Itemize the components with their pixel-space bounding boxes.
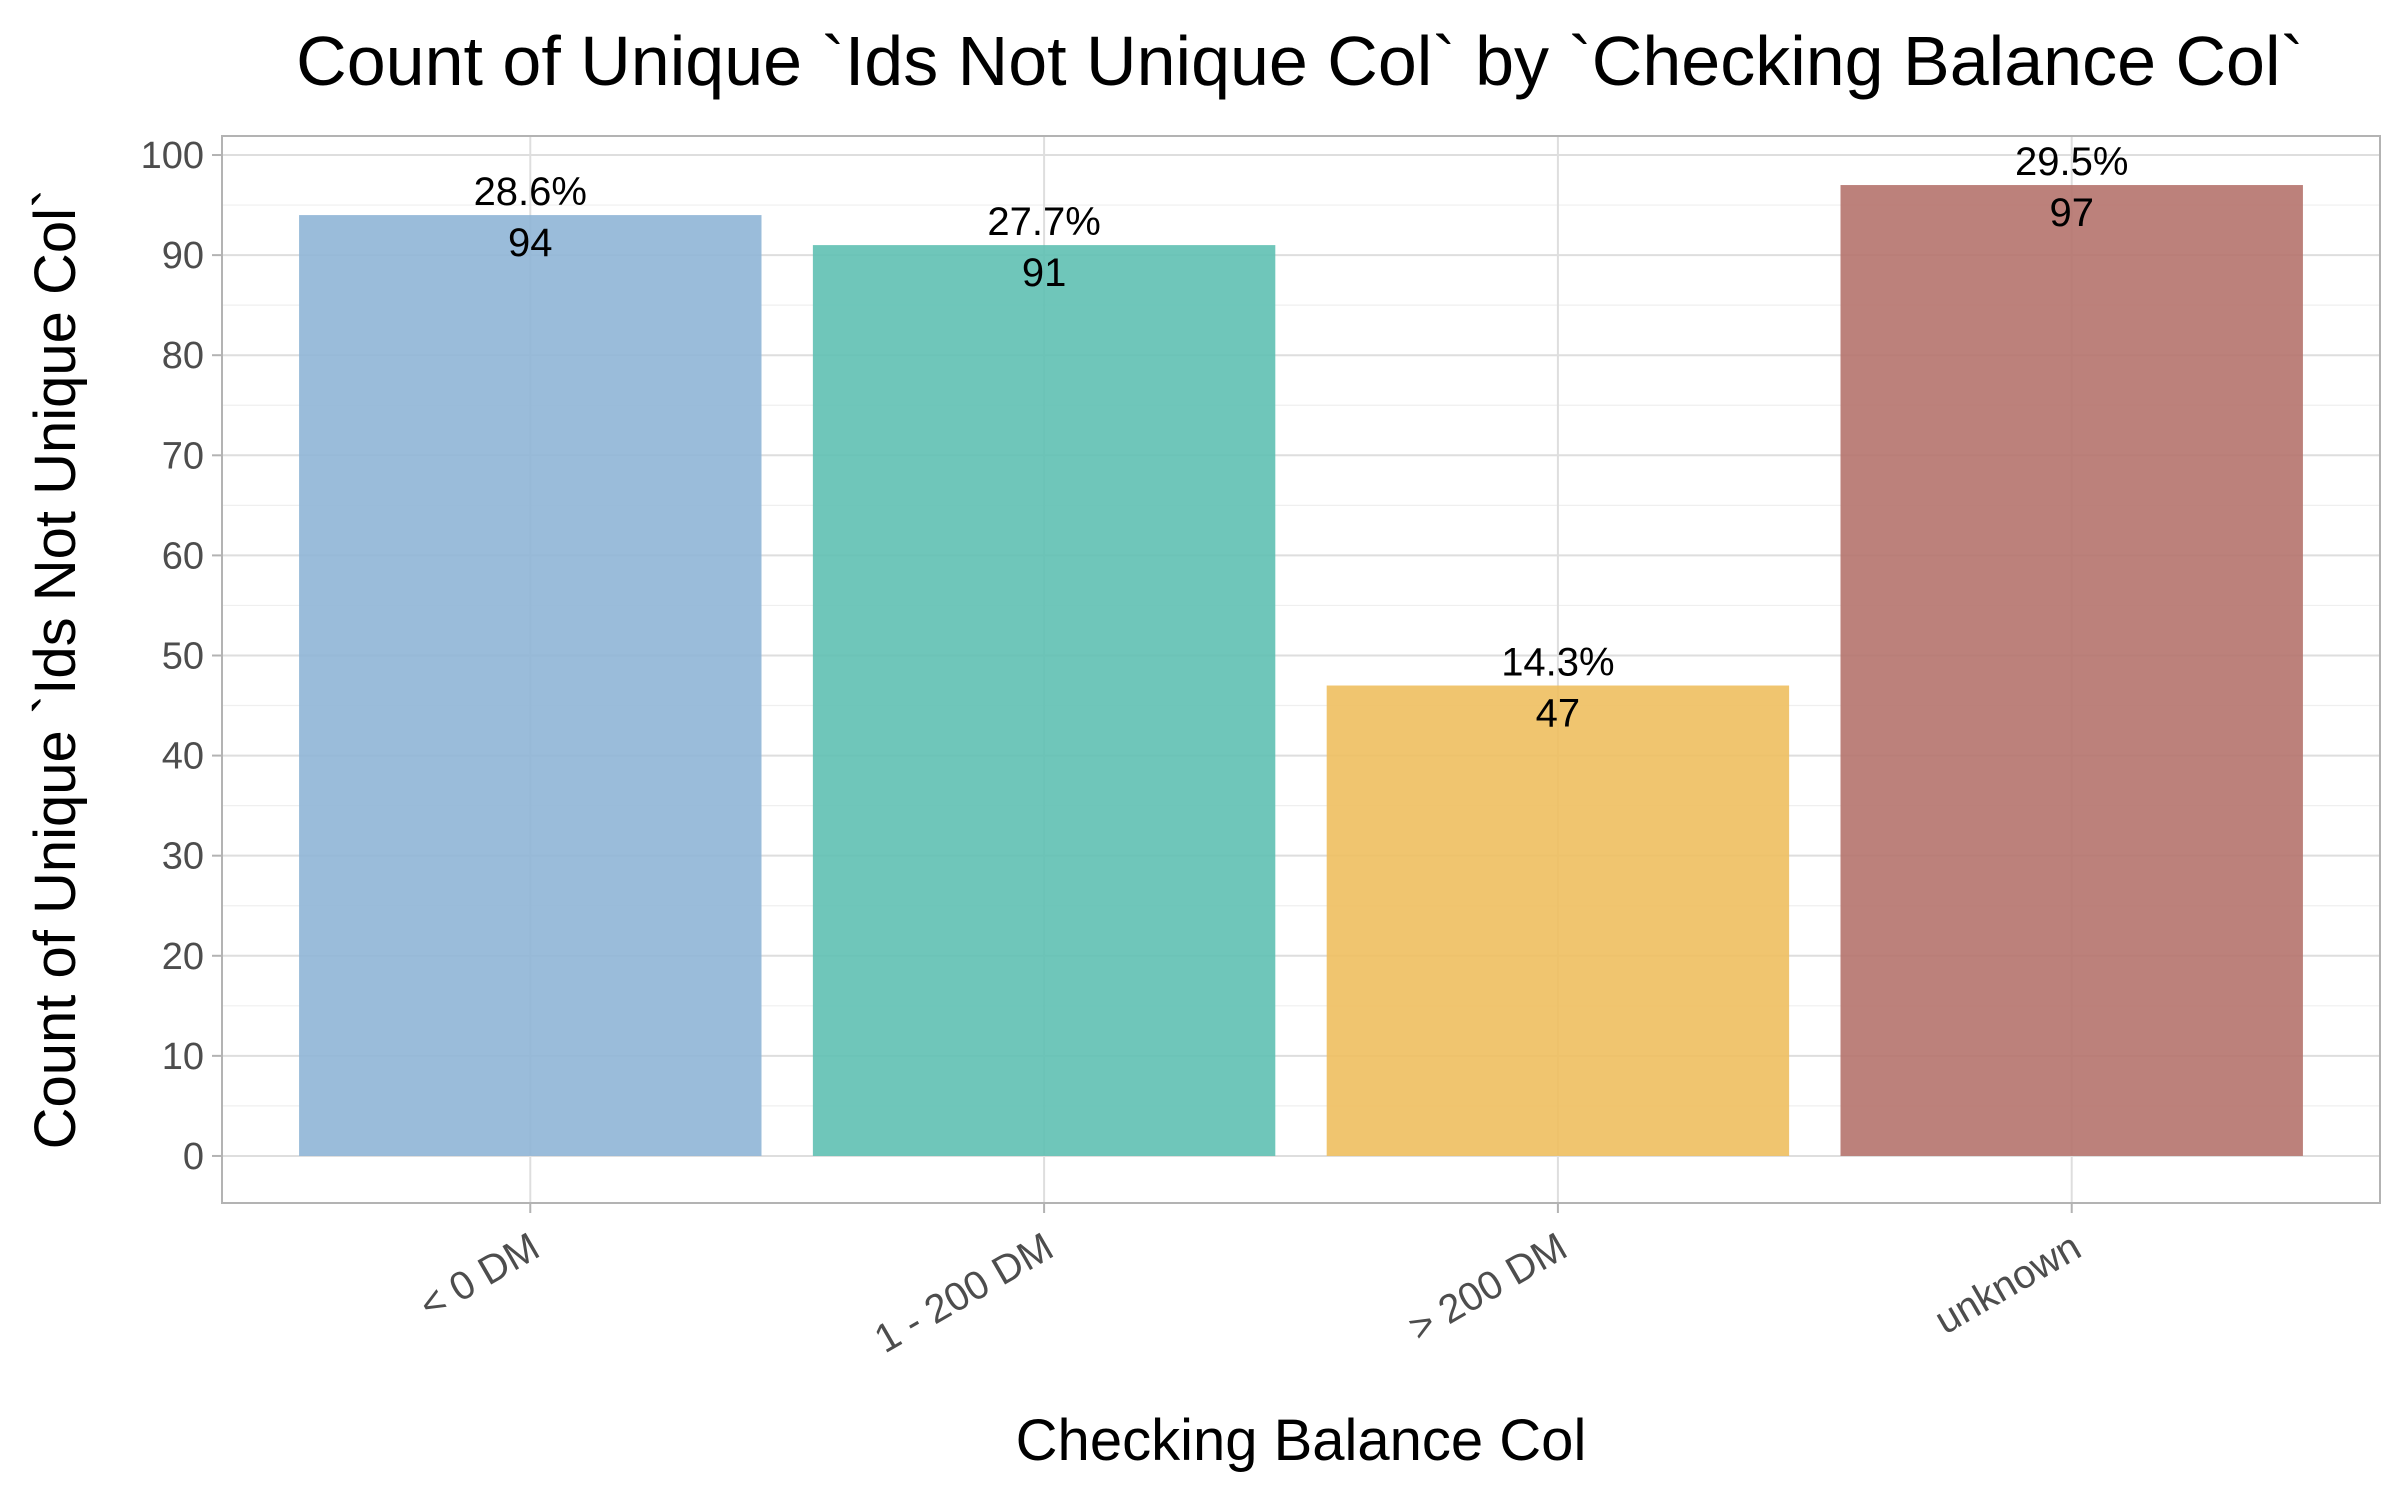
y-tick-label: 60 [162,535,204,577]
x-tick-label: < 0 DM [412,1225,547,1328]
bar [1840,185,2303,1156]
data-labels: 28.6% 94 27.7% 91 14.3% 47 29.5% 97 [474,140,2129,735]
x-tick-label: unknown [1928,1225,2089,1343]
count-label: 97 [2049,191,2094,235]
bar [299,215,762,1156]
y-tick-label: 50 [162,635,204,677]
bar [812,245,1276,1156]
percent-label: 27.7% [987,200,1100,244]
y-tick-label: 100 [141,135,204,177]
percent-label: 14.3% [1501,641,1614,685]
x-tick-label: 1 - 200 DM [867,1225,1060,1362]
count-label: 91 [1022,251,1067,295]
bar [1326,685,1790,1156]
y-tick-label: 20 [162,936,204,978]
percent-label: 29.5% [2015,140,2128,184]
y-tick-label: 70 [162,435,204,477]
bars [299,185,2303,1156]
percent-label: 28.6% [474,170,587,214]
count-label: 47 [1536,692,1581,736]
y-tick-label: 30 [162,836,204,878]
chart-title: Count of Unique `Ids Not Unique Col` by … [296,22,2304,100]
x-axis-title: Checking Balance Col [1016,1408,1587,1473]
y-axis-ticks: 0 10 20 30 40 50 60 70 80 90 100 [141,135,222,1178]
y-axis-title: Count of Unique `Ids Not Unique Col` [23,189,88,1150]
count-label: 94 [508,221,553,265]
y-tick-label: 40 [162,736,204,778]
y-tick-label: 0 [183,1136,204,1178]
x-axis-ticks: < 0 DM 1 - 200 DM > 200 DM unknown [412,1203,2088,1362]
y-tick-label: 80 [162,335,204,377]
y-tick-label: 10 [162,1036,204,1078]
x-tick-label: > 200 DM [1401,1225,1574,1350]
y-tick-label: 90 [162,235,204,277]
plot-border [221,135,2381,1204]
